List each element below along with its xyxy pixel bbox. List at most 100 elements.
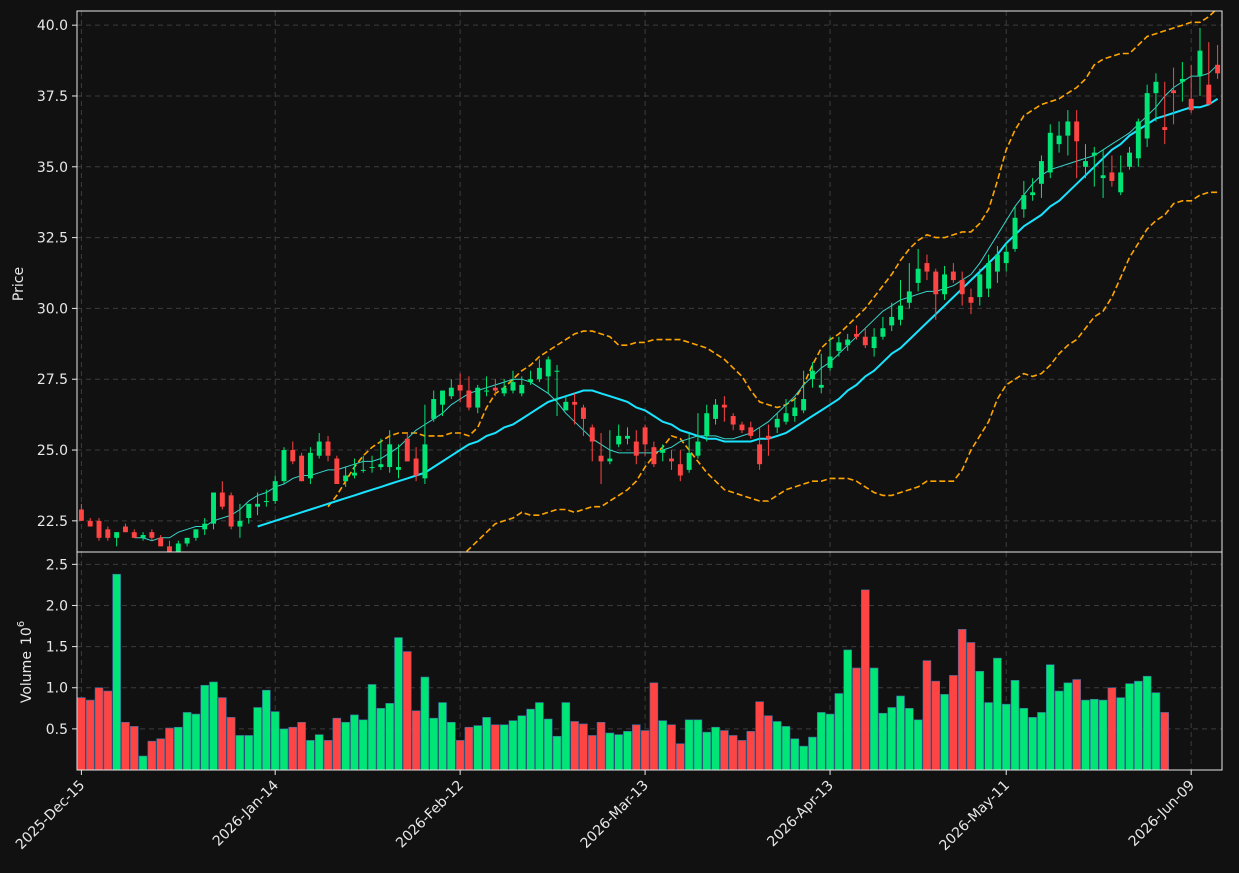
volume-bar	[1072, 679, 1081, 771]
volume-bar	[129, 726, 139, 771]
candle-body	[202, 523, 208, 530]
volume-bar	[156, 738, 165, 771]
volume-bar	[103, 690, 113, 771]
volume-panel-frame	[76, 551, 1223, 771]
volume-bar	[693, 719, 703, 771]
volume-bar	[306, 740, 315, 771]
volume-bar	[94, 687, 104, 771]
volume-bar	[940, 694, 949, 771]
volume-bar	[165, 727, 174, 771]
candle-body	[351, 472, 357, 476]
volume-bar	[473, 725, 483, 771]
volume-bar	[966, 642, 976, 771]
volume-bar	[587, 735, 597, 771]
volume-bar	[632, 724, 641, 771]
volume-bar	[332, 717, 342, 771]
volume-bar	[1125, 683, 1134, 771]
candle-body	[1162, 127, 1168, 130]
candle-body	[1047, 132, 1053, 173]
volume-bar	[455, 740, 465, 771]
volume-bar	[526, 708, 535, 771]
candle-body	[78, 509, 84, 521]
volume-bar	[737, 740, 747, 771]
volume-bar	[816, 712, 826, 771]
candle-body	[105, 529, 111, 538]
volume-bar	[543, 718, 553, 771]
candle-body	[448, 387, 454, 397]
candle-body	[536, 367, 542, 380]
candle-body	[246, 503, 252, 519]
volume-axis-unit: 10	[19, 627, 35, 645]
candle-body	[219, 492, 225, 507]
volume-bar	[226, 717, 236, 771]
volume-bar	[781, 726, 791, 771]
candle-body	[889, 316, 895, 326]
volume-bar	[799, 745, 808, 771]
candle-body	[906, 291, 912, 303]
candle-body	[1074, 121, 1080, 142]
volume-bar	[1160, 712, 1170, 771]
volume-bar	[861, 589, 870, 771]
short-ma-line	[134, 64, 1218, 542]
volume-bar	[1151, 692, 1161, 771]
candle-body	[607, 458, 613, 462]
volume-bar	[764, 715, 773, 771]
volume-bar	[262, 689, 271, 771]
candle-body	[158, 537, 164, 547]
candle-body	[281, 450, 287, 482]
candle-body	[748, 427, 754, 436]
candle-body	[1215, 64, 1221, 74]
volume-bar	[993, 657, 1002, 771]
candle-body	[986, 263, 992, 289]
price-axis-label: Price	[11, 267, 27, 301]
candle-body	[369, 467, 375, 469]
candle-body	[114, 532, 120, 538]
volume-bar	[376, 708, 386, 771]
volume-bar	[667, 724, 676, 771]
volume-bar	[605, 732, 615, 771]
candle-body	[1206, 84, 1212, 105]
volume-bar	[746, 731, 756, 771]
candle-body	[933, 271, 939, 295]
candle-body	[977, 274, 983, 298]
candle-body	[396, 467, 401, 470]
volume-bar	[438, 702, 447, 771]
volume-bar	[728, 735, 738, 771]
candle-body	[343, 475, 349, 482]
candle-body	[1179, 78, 1185, 82]
volume-bar	[235, 735, 245, 771]
volume-bar	[394, 637, 403, 771]
volume-tick-label: 0.5	[46, 722, 68, 738]
volume-bar	[852, 667, 861, 771]
candle-body	[122, 526, 128, 533]
volume-bar	[834, 693, 844, 771]
volume-bar	[552, 735, 562, 771]
volume-bar	[191, 713, 201, 771]
volume-bar	[561, 702, 571, 771]
candle-body	[475, 387, 481, 408]
volume-bar	[447, 721, 456, 771]
volume-bar	[270, 711, 280, 771]
price-tick-label: 25.0	[37, 443, 68, 459]
volume-bar	[174, 726, 183, 771]
candle-body	[404, 438, 410, 462]
price-tick-label: 32.5	[37, 231, 68, 247]
candle-body	[765, 435, 771, 439]
candle-body	[942, 274, 948, 295]
candle-body	[1127, 152, 1132, 167]
volume-tick-label: 1.5	[46, 640, 68, 656]
volume-bar	[499, 724, 509, 771]
volume-bar	[323, 740, 333, 771]
candle-body	[783, 413, 789, 422]
candle-body	[818, 384, 824, 388]
volume-bar	[1063, 682, 1073, 771]
volume-bar	[887, 707, 896, 771]
volume-bar	[790, 738, 800, 771]
volume-bar	[411, 710, 421, 771]
candle-body	[1197, 50, 1203, 77]
volume-bar	[957, 629, 967, 771]
candle-body	[757, 444, 763, 465]
volume-bar	[385, 703, 394, 771]
candle-body	[572, 401, 578, 405]
candle-body	[1030, 192, 1036, 196]
